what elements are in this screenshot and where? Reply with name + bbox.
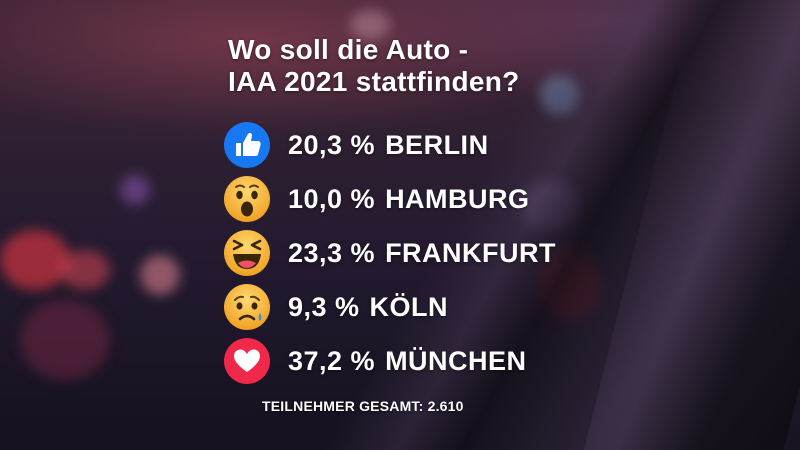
sad-icon [223,283,271,331]
like-icon [223,121,271,169]
percent-value: 10,0 % [288,183,376,214]
percent-value: 9,3 % [288,291,360,322]
poll-title: Wo soll die Auto - IAA 2021 stattfinden? [228,34,648,98]
title-line-2: IAA 2021 stattfinden? [228,66,520,97]
poll-results: 20,3 % BERLIN 10,0 % HAMBURG [223,121,643,391]
percent-value: 23,3 % [288,237,376,268]
percent-value: 20,3 % [288,129,376,160]
total-participants: TEILNEHMER GESAMT: 2.610 [262,398,464,414]
percent-value: 37,2 % [288,345,376,376]
haha-icon [223,229,271,277]
wow-icon [223,175,271,223]
result-row-hamburg: 10,0 % HAMBURG [223,175,643,223]
result-row-berlin: 20,3 % BERLIN [223,121,643,169]
city-label: MÜNCHEN [385,345,527,376]
love-icon [223,337,271,385]
result-row-muenchen: 37,2 % MÜNCHEN [223,337,643,385]
city-label: HAMBURG [385,183,530,214]
result-row-koeln: 9,3 % KÖLN [223,283,643,331]
city-label: KÖLN [369,291,449,322]
city-label: FRANKFURT [385,237,557,268]
result-row-frankfurt: 23,3 % FRANKFURT [223,229,643,277]
city-label: BERLIN [385,129,489,160]
title-line-1: Wo soll die Auto - [228,34,469,65]
